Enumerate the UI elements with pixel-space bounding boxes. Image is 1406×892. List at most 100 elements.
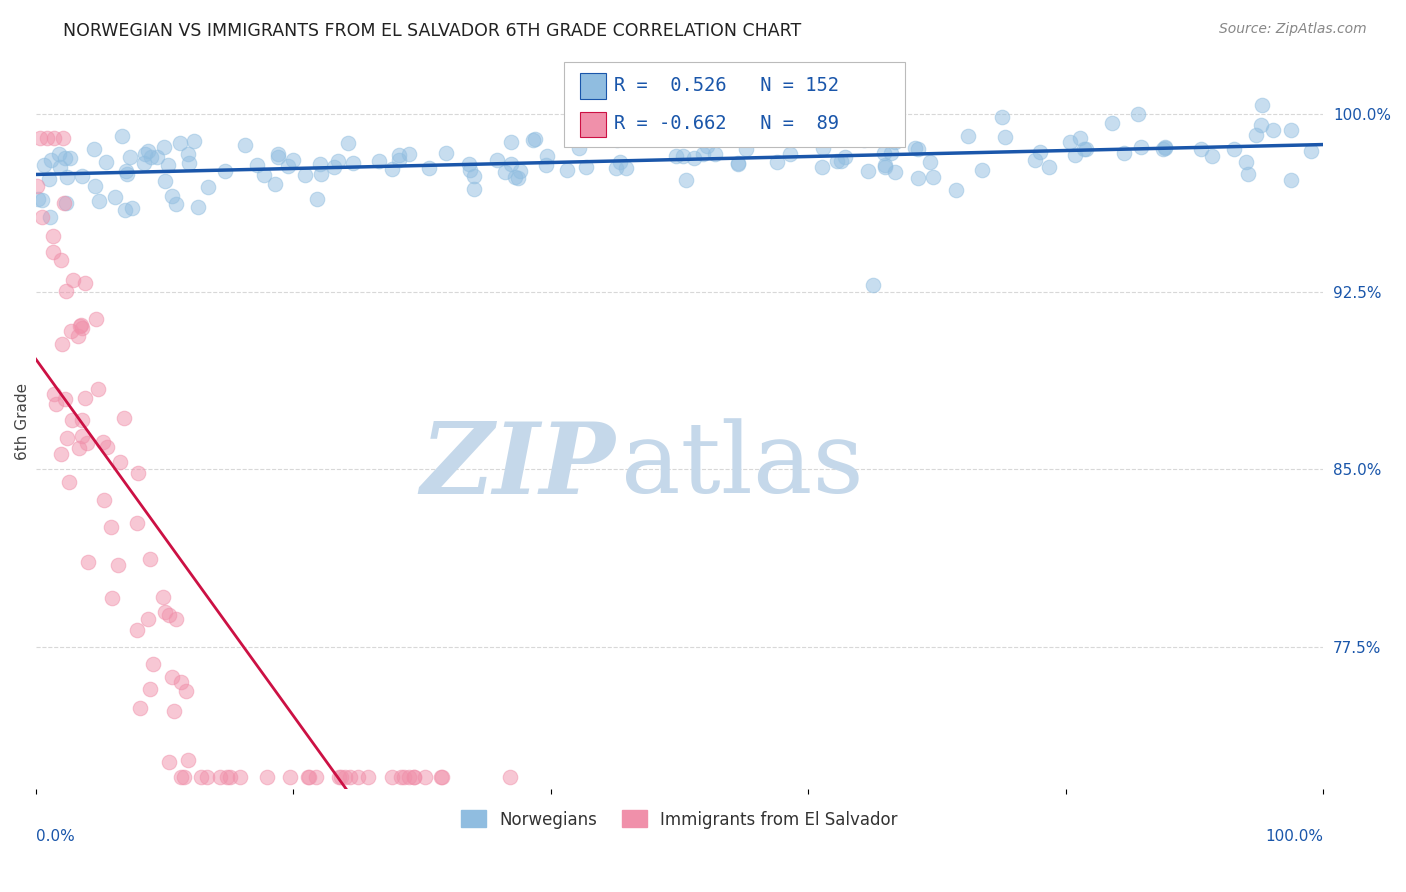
Point [30,131,52,145]
Bar [581,112,606,137]
Point [862,277,884,292]
Point [305,770,328,784]
Point [675,173,697,187]
Point [298,770,321,784]
Point [297,770,319,784]
Point [429,770,451,784]
Point [96,440,118,454]
Point [498,770,520,784]
Point [83,142,105,156]
Point [907,170,929,185]
Point [1029,145,1052,159]
Point [347,770,370,784]
Point [177,156,200,170]
Point [463,182,485,196]
Point [112,410,135,425]
Point [1069,130,1091,145]
Point [672,148,695,162]
Point [1281,123,1303,137]
Point [100,591,122,605]
Point [1279,173,1302,187]
Point [138,551,160,566]
Point [921,169,943,184]
Point [58,475,80,489]
Point [873,145,896,160]
Point [873,158,896,172]
Point [1251,98,1274,112]
Point [336,136,359,150]
Point [253,168,276,182]
Point [132,156,155,170]
Point [70,318,93,333]
Point [51,446,73,460]
Point [187,200,209,214]
Point [142,657,165,671]
Point [381,161,404,176]
Point [100,520,122,534]
Point [711,121,734,136]
Point [811,160,834,174]
Point [219,770,242,784]
Point [51,337,73,351]
Point [267,146,290,161]
Text: NORWEGIAN VS IMMIGRANTS FROM EL SALVADOR 6TH GRADE CORRELATION CHART: NORWEGIAN VS IMMIGRANTS FROM EL SALVADOR… [63,22,801,40]
Point [875,160,897,174]
Point [277,160,299,174]
Point [31,193,53,207]
Point [128,700,150,714]
Point [37,131,59,145]
Point [605,161,627,176]
Point [734,143,756,157]
Point [918,155,941,169]
Point [1129,140,1152,154]
Point [67,441,90,455]
Point [139,682,162,697]
Point [104,189,127,203]
Point [177,146,200,161]
Point [1073,142,1095,156]
Point [89,194,111,208]
Point [229,770,252,784]
Point [506,170,529,185]
Point [458,163,481,178]
Point [134,146,156,161]
Point [59,152,82,166]
Point [44,387,66,401]
Point [339,770,361,784]
Point [146,150,169,164]
Point [183,135,205,149]
Point [281,153,304,168]
Point [1154,139,1177,153]
Point [398,147,420,161]
Point [136,144,159,158]
Point [1101,116,1123,130]
Point [42,244,65,259]
Point [1263,122,1285,136]
Point [174,683,197,698]
Point [246,158,269,172]
Point [779,147,801,161]
Point [177,753,200,767]
Point [330,770,353,784]
Point [432,770,454,784]
Point [162,189,184,203]
Point [1244,128,1267,143]
Text: 0.0%: 0.0% [35,829,75,844]
Text: R =  0.526   N = 152: R = 0.526 N = 152 [614,76,839,95]
Point [55,392,77,407]
Point [55,196,77,211]
Point [765,154,787,169]
Point [880,145,903,160]
Point [683,152,706,166]
Point [1063,148,1085,162]
Point [70,413,93,427]
Point [39,153,62,167]
Point [398,770,420,784]
Point [111,129,134,144]
Point [311,167,333,181]
Point [644,128,666,143]
Point [155,174,177,188]
Point [70,429,93,443]
Text: Source: ZipAtlas.com: Source: ZipAtlas.com [1219,22,1367,37]
Point [56,431,79,445]
